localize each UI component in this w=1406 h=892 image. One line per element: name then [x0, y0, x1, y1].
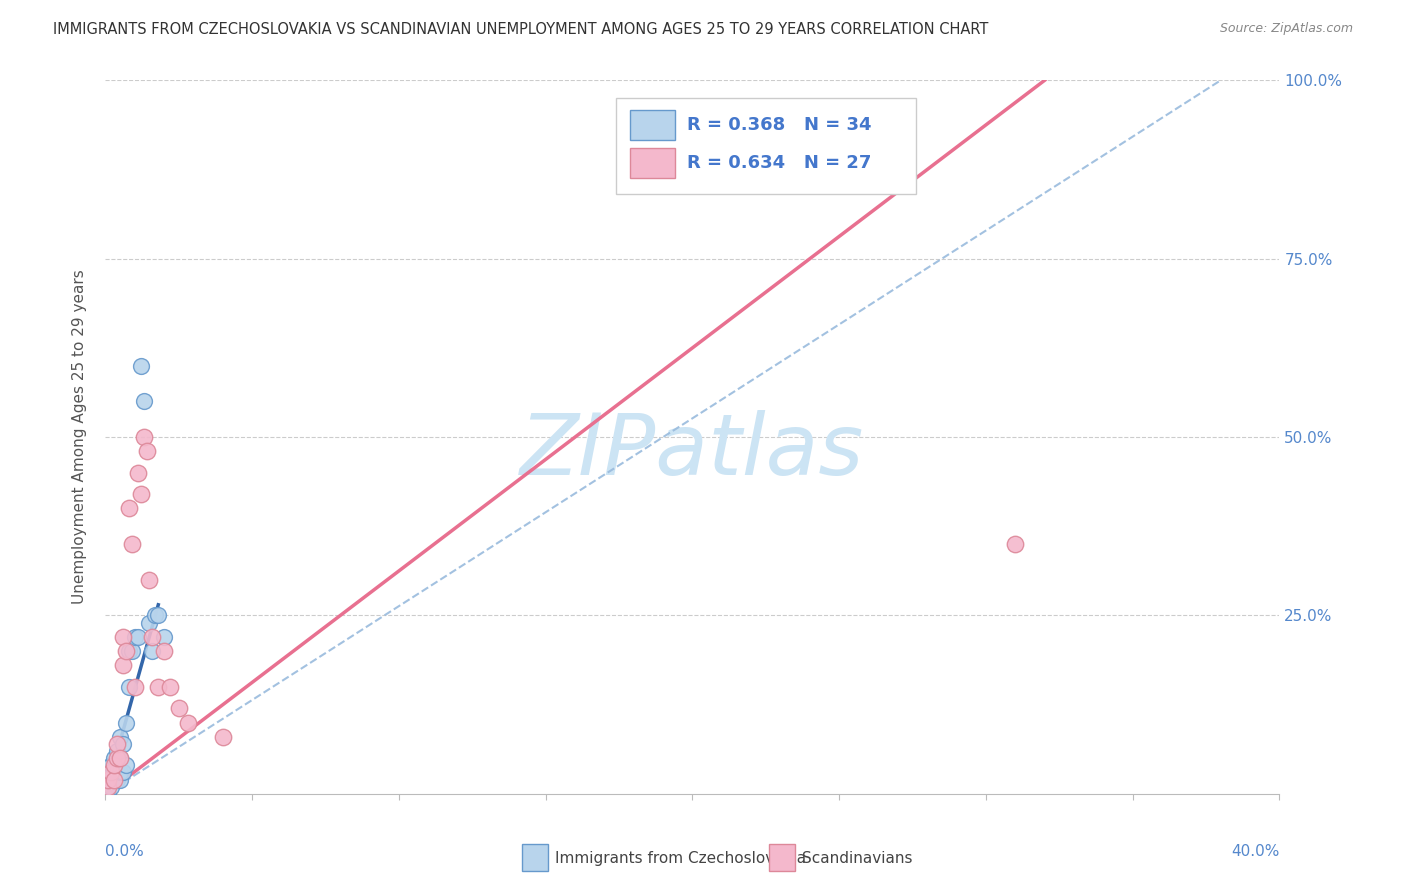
- Point: [105, 744, 128, 758]
- Text: 0.0%: 0.0%: [105, 844, 145, 859]
- Point: [141, 644, 163, 658]
- Text: Immigrants from Czechoslovakia: Immigrants from Czechoslovakia: [555, 851, 806, 865]
- Point: [103, 772, 125, 787]
- Point: [108, 765, 131, 780]
- Point: [112, 630, 135, 644]
- Text: R = 0.634   N = 27: R = 0.634 N = 27: [686, 154, 870, 172]
- Point: [108, 772, 131, 787]
- Text: Scandinavians: Scandinavians: [801, 851, 912, 865]
- Bar: [630, 148, 675, 178]
- Point: [148, 608, 170, 623]
- Point: [132, 394, 155, 409]
- Point: [100, 765, 122, 780]
- Point: [153, 630, 176, 644]
- Point: [129, 359, 152, 373]
- Point: [167, 701, 190, 715]
- Point: [127, 630, 149, 644]
- Point: [115, 758, 138, 772]
- Bar: [769, 844, 794, 871]
- Point: [211, 730, 233, 744]
- Point: [112, 765, 135, 780]
- Point: [112, 658, 135, 673]
- Point: [124, 680, 146, 694]
- Point: [115, 644, 138, 658]
- Point: [153, 644, 176, 658]
- Text: R = 0.368   N = 34: R = 0.368 N = 34: [686, 116, 872, 134]
- Point: [121, 644, 143, 658]
- Point: [105, 772, 128, 787]
- Point: [159, 680, 181, 694]
- Point: [112, 737, 135, 751]
- Point: [105, 737, 128, 751]
- Point: [118, 644, 141, 658]
- Text: 40.0%: 40.0%: [1232, 844, 1279, 859]
- Point: [138, 573, 160, 587]
- Point: [103, 758, 125, 772]
- Point: [115, 715, 138, 730]
- Point: [105, 765, 128, 780]
- Point: [129, 487, 152, 501]
- Point: [176, 715, 198, 730]
- Point: [100, 780, 122, 794]
- Point: [141, 630, 163, 644]
- Point: [124, 630, 146, 644]
- Point: [108, 751, 131, 765]
- FancyBboxPatch shape: [616, 98, 915, 194]
- Text: ZIPatlas: ZIPatlas: [520, 409, 865, 493]
- Text: Source: ZipAtlas.com: Source: ZipAtlas.com: [1219, 22, 1353, 36]
- Point: [97, 780, 120, 794]
- Point: [97, 787, 120, 801]
- Point: [105, 751, 128, 765]
- Point: [138, 615, 160, 630]
- Point: [97, 772, 120, 787]
- Point: [1004, 537, 1026, 551]
- Point: [100, 772, 122, 787]
- Point: [118, 680, 141, 694]
- Point: [103, 751, 125, 765]
- Bar: [522, 844, 548, 871]
- Point: [100, 765, 122, 780]
- Point: [148, 680, 170, 694]
- Point: [121, 537, 143, 551]
- Point: [135, 444, 157, 458]
- Point: [97, 765, 120, 780]
- Point: [103, 772, 125, 787]
- Point: [118, 501, 141, 516]
- Text: IMMIGRANTS FROM CZECHOSLOVAKIA VS SCANDINAVIAN UNEMPLOYMENT AMONG AGES 25 TO 29 : IMMIGRANTS FROM CZECHOSLOVAKIA VS SCANDI…: [53, 22, 988, 37]
- Point: [143, 608, 166, 623]
- Point: [97, 780, 120, 794]
- Point: [132, 430, 155, 444]
- Y-axis label: Unemployment Among Ages 25 to 29 years: Unemployment Among Ages 25 to 29 years: [72, 269, 87, 605]
- Point: [103, 765, 125, 780]
- Point: [108, 751, 131, 765]
- Point: [97, 772, 120, 787]
- Bar: [630, 110, 675, 139]
- Point: [127, 466, 149, 480]
- Point: [108, 730, 131, 744]
- Point: [100, 758, 122, 772]
